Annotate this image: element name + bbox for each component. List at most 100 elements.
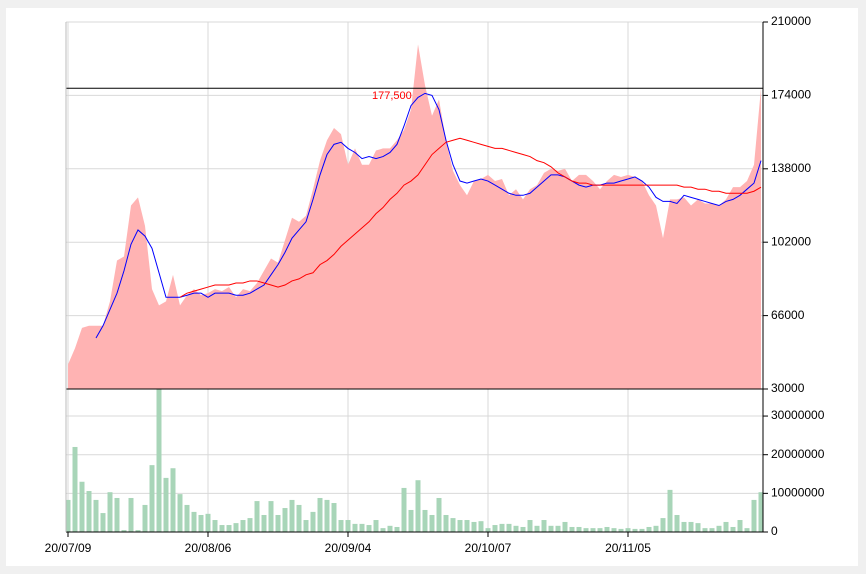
volume-bar [86, 491, 92, 532]
x-tick-label: 20/08/06 [185, 541, 232, 555]
volume-bar [247, 518, 253, 532]
volume-bar [296, 504, 302, 532]
volume-bar [541, 520, 547, 532]
volume-bar [485, 528, 491, 532]
y-tick-label: 30000 [771, 381, 805, 395]
volume-bar [583, 528, 589, 532]
volume-bar [534, 525, 540, 532]
volume-bar [464, 520, 470, 532]
volume-bar [100, 513, 106, 532]
volume-bar [226, 525, 232, 532]
price-area [68, 44, 761, 390]
volume-bar [611, 528, 617, 532]
volume-bar [65, 499, 71, 532]
volume-bar [380, 528, 386, 532]
volume-bar [408, 509, 414, 532]
volume-bar [107, 492, 113, 532]
volume-bar [429, 514, 435, 532]
volume-bar [527, 520, 533, 532]
volume-bar [709, 528, 715, 532]
volume-bar [310, 511, 316, 532]
volume-bar [366, 525, 372, 532]
volume-bar [240, 520, 246, 532]
x-tick-label: 20/10/07 [465, 541, 512, 555]
volume-bar [695, 523, 701, 532]
volume-bar [674, 514, 680, 532]
volume-bar [177, 494, 183, 532]
y-tick-label: 210000 [771, 14, 811, 28]
volume-bar [653, 525, 659, 532]
volume-bar [198, 514, 204, 532]
volume-bar [471, 521, 477, 532]
volume-bar [268, 501, 274, 532]
volume-bar [128, 497, 134, 532]
volume-bar [667, 489, 673, 532]
volume-bar [569, 526, 575, 532]
volume-bar [289, 499, 295, 532]
volume-bar [737, 520, 743, 532]
volume-bar [751, 499, 757, 532]
volume-bar [450, 518, 456, 532]
volume-bar [625, 528, 631, 532]
y-tick-label: 174000 [771, 88, 811, 102]
volume-bar [415, 480, 421, 532]
volume-bar [261, 514, 267, 532]
volume-bar [275, 514, 281, 532]
y-tick-label: 30000000 [771, 408, 825, 422]
moving-average-line [95, 92, 762, 339]
volume-bar [597, 528, 603, 532]
volume-bar [401, 487, 407, 532]
volume-bar [492, 525, 498, 532]
volume-bar [604, 526, 610, 532]
volume-bar [716, 525, 722, 532]
y-tick-label: 66000 [771, 308, 805, 322]
volume-bar [156, 389, 162, 532]
volume-bar [548, 525, 554, 532]
x-tick-label: 20/11/05 [605, 541, 651, 555]
volume-bar [233, 523, 239, 532]
volume-bar [562, 521, 568, 532]
volume-bar [317, 497, 323, 532]
volume-bar [338, 520, 344, 532]
volume-bar [730, 526, 736, 532]
volume-bar [142, 504, 148, 532]
volume-bar [520, 526, 526, 532]
volume-bar [79, 481, 85, 532]
volume-bar [555, 525, 561, 532]
volume-bar [205, 513, 211, 532]
y-tick-label: 10000000 [771, 486, 825, 500]
x-tick-label: 20/07/09 [45, 541, 92, 555]
volume-bar [478, 521, 484, 532]
volume-bar [345, 520, 351, 532]
volume-bar [184, 504, 190, 532]
volume-bar [387, 525, 393, 532]
volume-bar [758, 492, 764, 532]
volume-bar [170, 468, 176, 532]
volume-bar [219, 525, 225, 532]
volume-bar [324, 499, 330, 532]
volume-bar [135, 530, 141, 532]
volume-bar [702, 528, 708, 532]
volume-bar [660, 518, 666, 532]
volume-bar [331, 503, 337, 532]
max-label: 177,500 [372, 90, 412, 102]
volume-bar [121, 530, 127, 532]
volume-bar [590, 528, 596, 532]
volume-bar [499, 523, 505, 532]
volume-bar [632, 528, 638, 532]
volume-bar [646, 526, 652, 532]
volume-bar [457, 520, 463, 532]
volume-bar [681, 521, 687, 532]
volume-bar [212, 520, 218, 532]
volume-bar [506, 523, 512, 532]
y-tick-label: 0 [771, 524, 778, 538]
volume-bar [394, 526, 400, 532]
volume-bar [359, 523, 365, 532]
volume-bar [114, 497, 120, 532]
volume-bar [254, 501, 260, 532]
volume-bar [191, 511, 197, 532]
volume-bar [443, 514, 449, 532]
volume-bar [93, 499, 99, 532]
volume-bar [163, 477, 169, 532]
y-tick-label: 102000 [771, 234, 811, 248]
